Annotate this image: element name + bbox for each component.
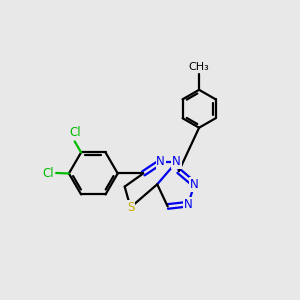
Text: Cl: Cl — [42, 167, 54, 179]
Text: CH₃: CH₃ — [189, 62, 209, 72]
Text: N: N — [184, 198, 193, 211]
Text: S: S — [127, 201, 134, 214]
Text: N: N — [190, 178, 199, 191]
Text: N: N — [172, 155, 181, 168]
Text: Cl: Cl — [69, 126, 81, 139]
Text: N: N — [156, 155, 165, 168]
